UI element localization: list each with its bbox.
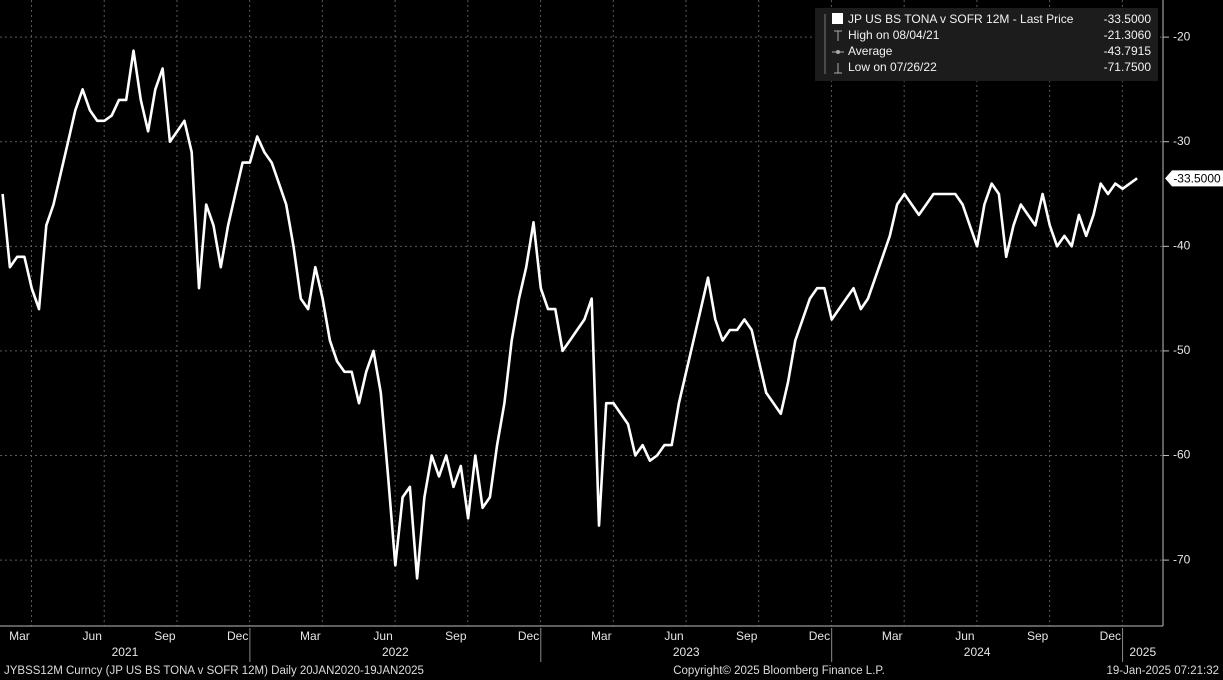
legend-stat-value: -43.7915 <box>1104 44 1152 58</box>
legend-stat-value: -21.3060 <box>1104 28 1152 42</box>
x-tick-label: Dec <box>809 629 830 643</box>
x-tick-label: Sep <box>1027 629 1049 643</box>
y-tick-label: -50 <box>1173 343 1191 357</box>
x-year-label: 2021 <box>112 645 139 659</box>
footer-right: 19-Jan-2025 07:21:32 <box>1106 665 1219 677</box>
last-price-label: -33.5000 <box>1173 172 1221 186</box>
footer-center: Copyright© 2025 Bloomberg Finance L.P. <box>673 665 885 677</box>
legend-series-name: JP US BS TONA v SOFR 12M - Last Price <box>848 12 1074 26</box>
plot <box>1 49 1138 580</box>
x-tick-label: Jun <box>373 629 392 643</box>
legend-stat-value: -71.7500 <box>1104 60 1152 74</box>
x-tick-label: Mar <box>9 629 30 643</box>
legend-swatch <box>832 13 843 24</box>
legend-stats: High on 08/04/21 -21.3060 Average -43.7915 L… <box>832 28 1151 74</box>
x-year-label: 2025 <box>1129 645 1156 659</box>
legend-icon <box>836 50 840 54</box>
last-price-tag <box>1165 170 1223 187</box>
x-tick-label: Sep <box>154 629 176 643</box>
x-tick-label: Sep <box>736 629 758 643</box>
legend: JP US BS TONA v SOFR 12M - Last Price -3… <box>815 8 1158 81</box>
grid <box>0 0 1163 626</box>
x-tick-label: Mar <box>591 629 612 643</box>
legend-box <box>815 8 1158 81</box>
x-tick-label: Jun <box>664 629 683 643</box>
x-year-label: 2023 <box>673 645 700 659</box>
x-year-label: 2022 <box>382 645 409 659</box>
y-tick-label: -40 <box>1173 238 1191 252</box>
y-tick-label: -30 <box>1173 134 1191 148</box>
footer-left: JYBSS12M Curncy (JP US BS TONA v SOFR 12… <box>4 665 424 677</box>
x-year-label: 2024 <box>964 645 991 659</box>
x-tick-label: Jun <box>83 629 102 643</box>
x-tick-label: Mar <box>300 629 321 643</box>
x-tick-label: Dec <box>1100 629 1121 643</box>
y-tick-label: -70 <box>1173 552 1191 566</box>
x-tick-label: Dec <box>227 629 248 643</box>
x-tick-label: Jun <box>955 629 974 643</box>
y-tick-label: -20 <box>1173 29 1191 43</box>
x-tick-label: Mar <box>882 629 903 643</box>
legend-stat-label: High on 08/04/21 <box>848 28 940 42</box>
legend-last-value: -33.5000 <box>1104 12 1152 26</box>
y-tick-label: -60 <box>1173 448 1191 462</box>
axes: -20 -30 -40 -50 -60 -70 Mar Jun Sep Dec Mar Jun Sep D… <box>9 29 1223 662</box>
legend-stat-label: Low on 07/26/22 <box>848 60 937 74</box>
legend-stat-label: Average <box>848 44 893 58</box>
data-line <box>1 49 1138 580</box>
x-tick-label: Sep <box>445 629 467 643</box>
x-tick-label: Dec <box>518 629 539 643</box>
